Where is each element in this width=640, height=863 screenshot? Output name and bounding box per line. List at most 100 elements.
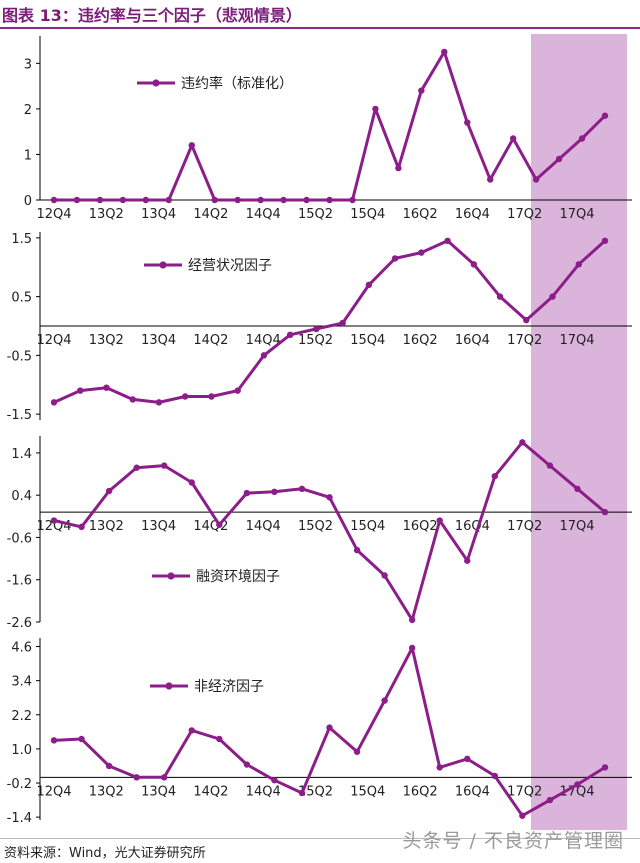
data-point: [129, 396, 136, 403]
y-tick-label: -0.2: [7, 777, 32, 792]
data-point: [188, 479, 195, 486]
data-point: [523, 316, 530, 324]
data-point: [119, 196, 127, 204]
data-point: [372, 105, 379, 113]
data-point: [353, 546, 361, 554]
data-point: [487, 176, 494, 183]
x-tick-label: 12Q4: [36, 333, 71, 348]
data-point: [491, 772, 498, 780]
title-rule: [0, 27, 640, 29]
x-tick-label: 17Q4: [559, 207, 594, 222]
data-point: [161, 462, 168, 469]
data-point: [578, 135, 586, 142]
legend-swatch-marker: [159, 261, 167, 269]
data-point: [395, 164, 402, 172]
x-tick-label: 16Q2: [403, 519, 438, 534]
data-point: [441, 48, 448, 56]
data-point: [326, 724, 333, 731]
data-point: [436, 517, 443, 524]
y-tick-label: 0.5: [11, 291, 32, 306]
x-tick-label: 13Q2: [89, 784, 124, 799]
data-point: [408, 644, 416, 652]
data-point: [161, 774, 168, 781]
data-point: [444, 237, 451, 245]
data-point: [519, 812, 526, 819]
data-point: [133, 774, 140, 781]
data-point: [78, 735, 85, 743]
y-tick-label: 1.0: [11, 743, 32, 758]
data-point: [509, 135, 517, 142]
x-tick-label: 15Q2: [298, 333, 333, 348]
x-tick-label: 17Q2: [507, 519, 542, 534]
data-point: [574, 781, 581, 788]
data-point: [546, 462, 554, 469]
legend-label: 融资环境因子: [196, 569, 280, 585]
x-tick-label: 16Q4: [455, 333, 490, 348]
y-tick-label: 1: [24, 148, 32, 163]
x-tick-label: 13Q2: [89, 333, 124, 348]
x-tick-label: 17Q2: [507, 333, 542, 348]
data-point: [271, 488, 278, 495]
x-tick-label: 14Q4: [246, 207, 281, 222]
data-point: [216, 735, 223, 743]
data-point: [77, 387, 84, 394]
y-tick-label: 3.4: [11, 675, 32, 690]
y-tick-label: -0.6: [7, 531, 32, 546]
x-tick-label: 16Q2: [403, 333, 438, 348]
series-line: [54, 50, 607, 202]
title-bar: 图表 13：违约率与三个因子（悲观情景）: [0, 0, 640, 26]
x-tick-label: 15Q4: [350, 207, 385, 222]
x-tick-label: 14Q2: [193, 333, 228, 348]
x-tick-label: 17Q2: [507, 207, 542, 222]
y-tick-label: 2: [24, 103, 32, 118]
chart-area: 0 1 2 3 12Q4 13Q2 13Q4 14Q2 14Q4 15Q2 15Q4 16Q2 16Q4…: [7, 34, 632, 830]
data-point: [103, 384, 110, 391]
y-tick-label: -0.5: [7, 349, 32, 364]
legend-swatch-marker: [165, 682, 173, 690]
data-point: [339, 319, 346, 327]
data-point: [491, 472, 498, 480]
x-tick-label: 16Q2: [403, 784, 438, 799]
data-point: [601, 112, 609, 119]
x-tick-label: 14Q4: [246, 333, 281, 348]
x-tick-label: 15Q2: [298, 519, 333, 534]
x-tick-label: 12Q4: [36, 784, 71, 799]
data-point: [50, 737, 58, 744]
y-tick-label: -2.6: [7, 616, 32, 631]
x-tick-label: 16Q4: [455, 519, 490, 534]
data-point: [575, 261, 582, 268]
data-point: [464, 119, 471, 126]
data-point: [470, 261, 478, 268]
data-point: [464, 557, 471, 564]
data-point: [464, 755, 471, 763]
data-point: [298, 485, 306, 493]
data-point: [105, 487, 113, 495]
data-point: [601, 764, 609, 771]
legend-label: 违约率（标准化）: [181, 75, 293, 92]
data-point: [418, 249, 425, 256]
data-point: [96, 196, 104, 204]
data-point: [142, 196, 150, 204]
data-point: [165, 196, 172, 204]
legend-swatch-marker: [167, 572, 175, 580]
data-point: [50, 196, 58, 204]
data-point: [50, 517, 58, 524]
data-point: [601, 237, 609, 245]
x-tick-label: 16Q4: [455, 207, 490, 222]
data-point: [208, 393, 215, 400]
series-line: [53, 239, 607, 404]
x-tick-label: 15Q4: [350, 784, 385, 799]
x-tick-label: 12Q4: [36, 207, 71, 222]
data-point: [243, 489, 251, 497]
source-note: 资料来源：Wind，光大证券研究所: [4, 846, 206, 861]
y-tick-label: 0.4: [11, 489, 32, 504]
legend-label: 非经济因子: [194, 679, 264, 695]
data-point: [555, 155, 563, 163]
data-point: [73, 196, 81, 204]
data-point: [391, 255, 399, 262]
x-tick-label: 14Q2: [193, 207, 228, 222]
y-tick-label: -1.4: [7, 811, 32, 826]
data-point: [381, 572, 388, 579]
data-point: [133, 464, 140, 471]
x-tick-label: 14Q4: [246, 519, 281, 534]
